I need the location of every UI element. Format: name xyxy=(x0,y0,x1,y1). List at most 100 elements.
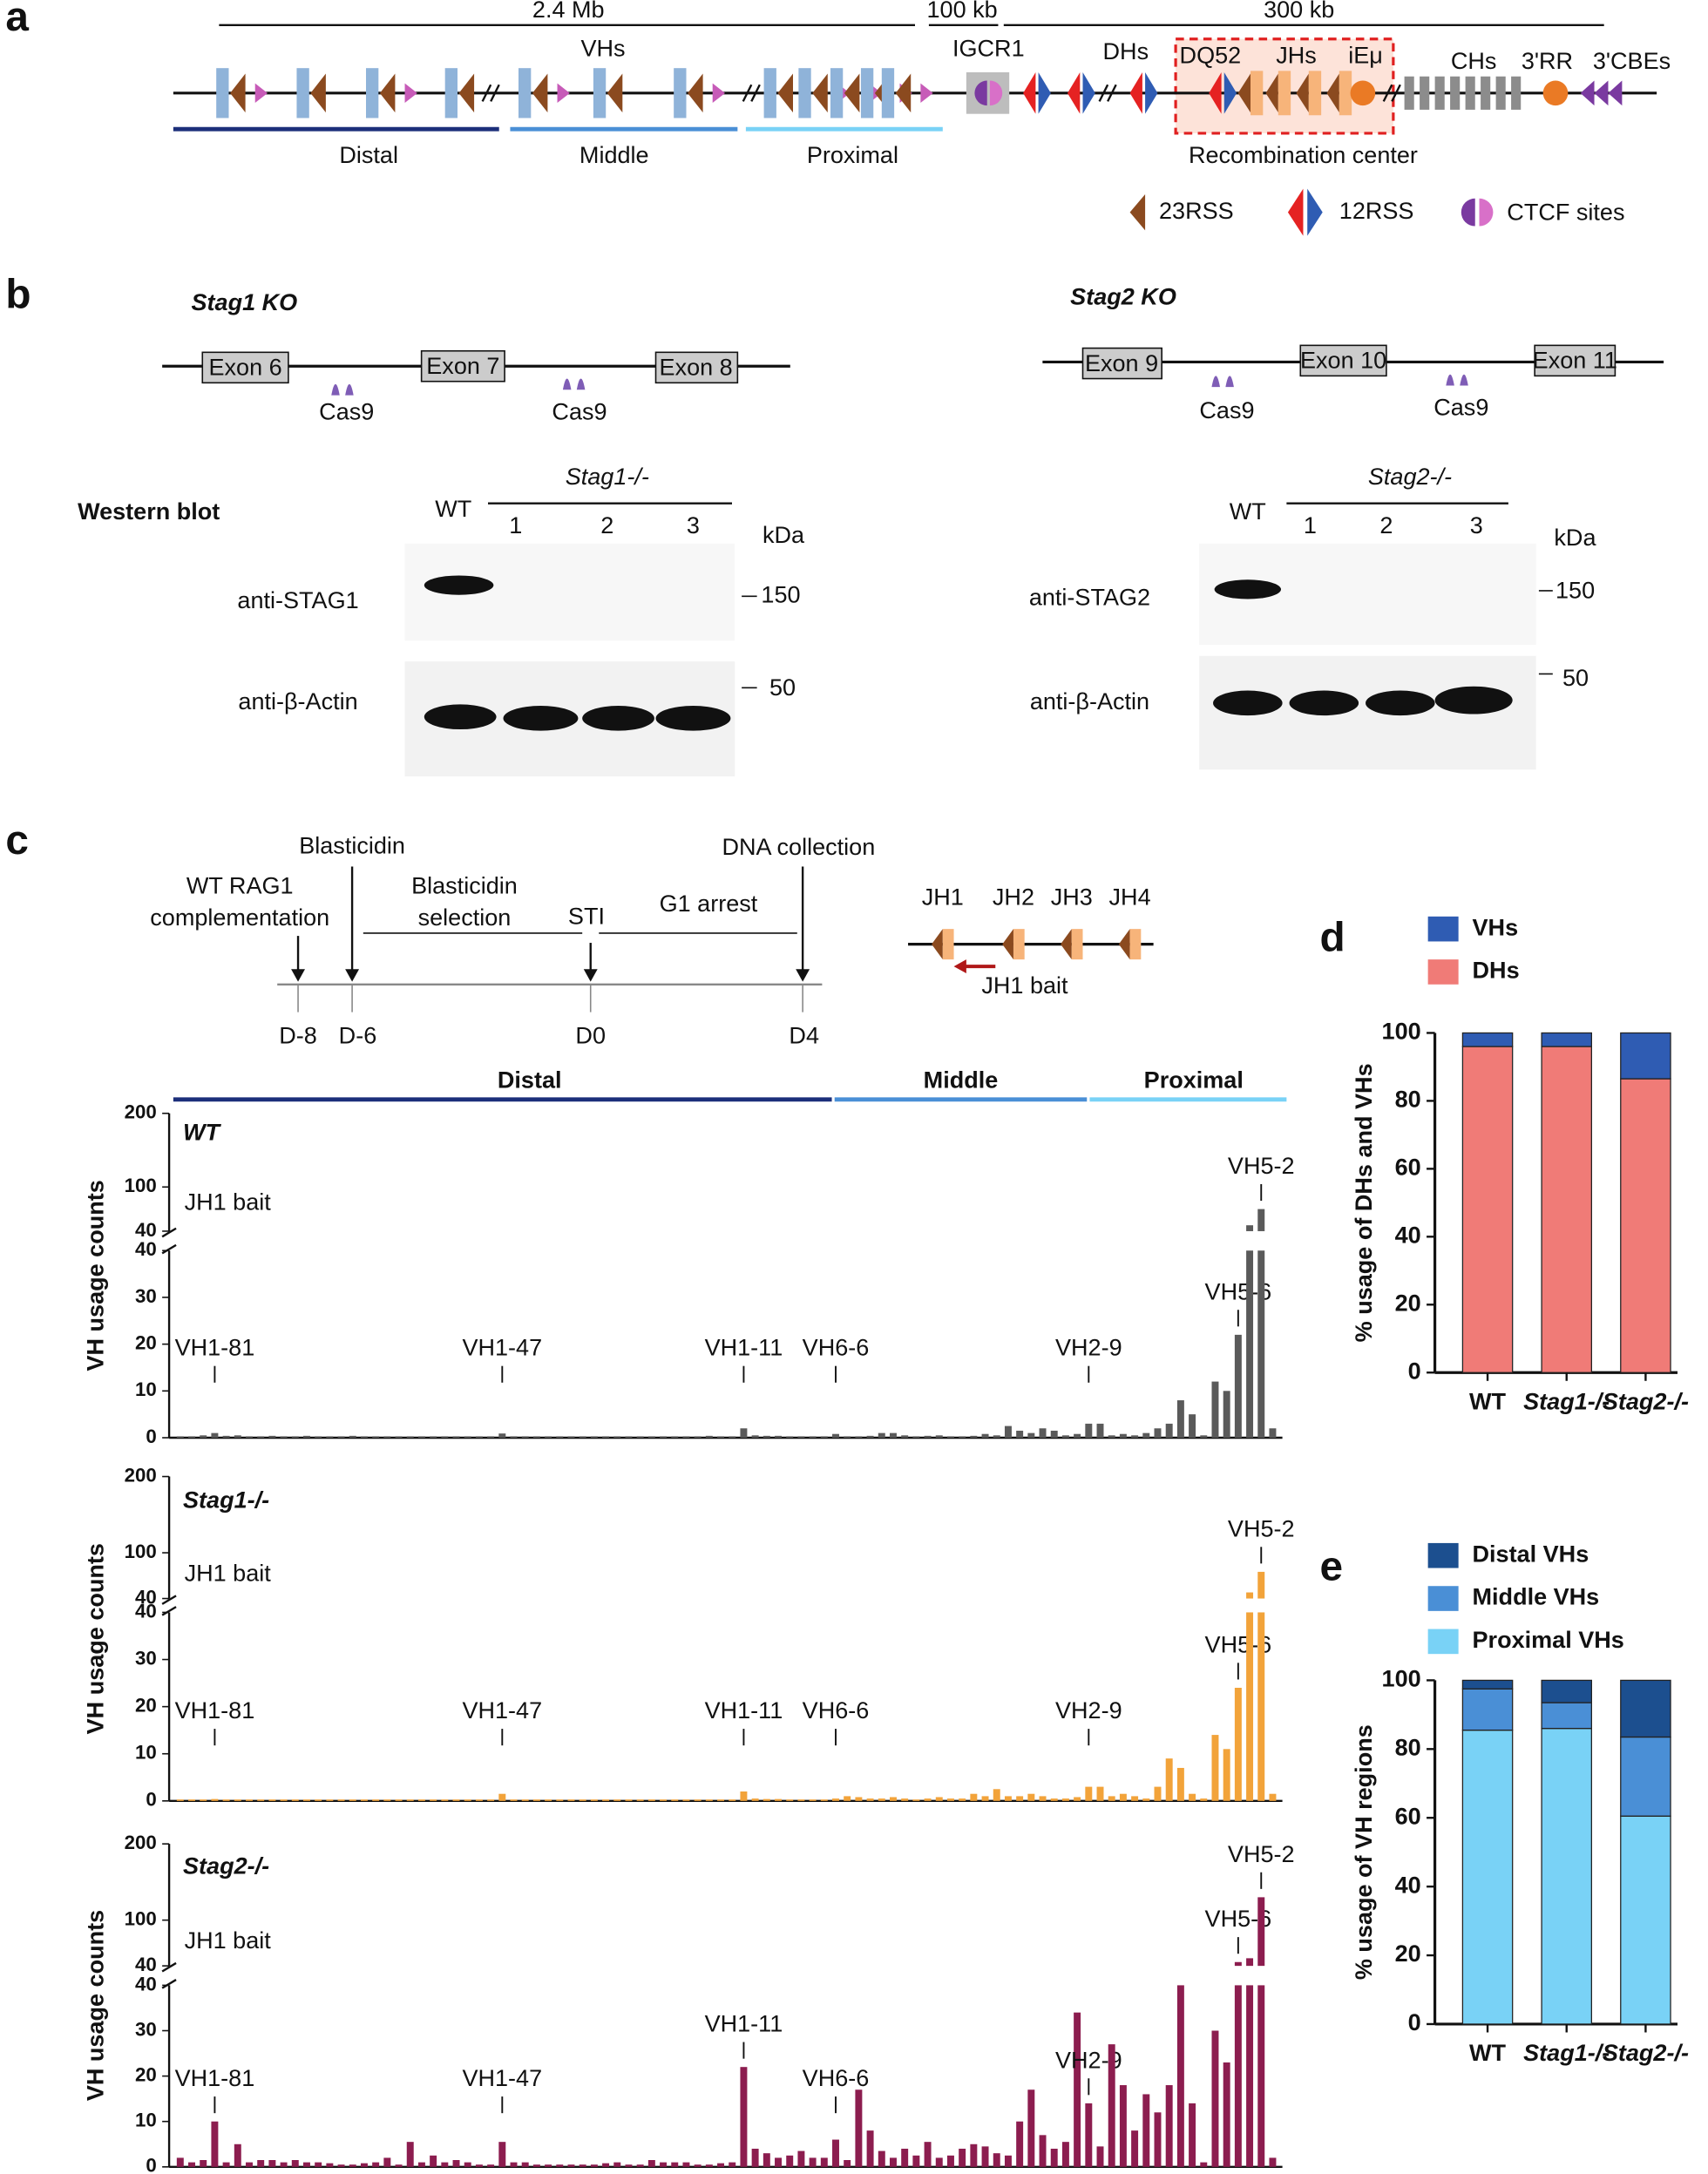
v-segment xyxy=(881,68,895,119)
bar xyxy=(797,1436,805,1438)
c-gene xyxy=(1434,76,1445,110)
bar xyxy=(762,1435,770,1438)
bar xyxy=(786,2155,794,2167)
bar xyxy=(521,1799,529,1801)
legend-label: 12RSS xyxy=(1339,198,1414,224)
category-label: VH6-6 xyxy=(803,1697,870,1724)
legend-label: CTCF sites xyxy=(1507,199,1624,225)
y-tick-label: 0 xyxy=(146,1789,156,1811)
rss12 xyxy=(1023,71,1036,114)
x-tick-label: Stag2-/- xyxy=(1603,2040,1689,2066)
bar xyxy=(406,1436,414,1438)
exon-label: Exon 9 xyxy=(1085,350,1158,376)
antibody-label: anti-β-Actin xyxy=(238,688,357,715)
bar xyxy=(1131,1796,1139,1801)
ctcf xyxy=(1580,80,1595,106)
bar xyxy=(912,2155,920,2167)
y-tick-label: 100 xyxy=(125,1908,157,1930)
bar xyxy=(498,2142,506,2167)
bar xyxy=(901,1435,909,1438)
bar xyxy=(1257,1250,1265,1438)
marker-label: 150 xyxy=(1556,578,1595,604)
chart-title: Stag2-/- xyxy=(183,1852,269,1879)
bar xyxy=(959,1798,966,1801)
bar xyxy=(464,1799,471,1801)
bar xyxy=(1131,2130,1139,2167)
event-label: WT RAG1 xyxy=(186,873,294,899)
ctcf xyxy=(1608,80,1623,106)
bar xyxy=(1004,1796,1012,1801)
category-label: VH1-47 xyxy=(462,1335,542,1361)
bar xyxy=(567,1799,575,1801)
exon-label: Exon 11 xyxy=(1533,348,1617,374)
bar xyxy=(1085,2103,1093,2167)
bar xyxy=(1119,2085,1127,2167)
gene-label: 3'CBEs xyxy=(1593,48,1671,74)
bar xyxy=(1061,1435,1069,1438)
bar xyxy=(1223,1391,1230,1438)
bar xyxy=(1050,1430,1058,1438)
bar-segment xyxy=(1541,1032,1592,1047)
legend-swatch xyxy=(1427,1629,1459,1655)
bar xyxy=(383,2157,391,2167)
bar xyxy=(475,1799,483,1801)
bar xyxy=(326,1799,334,1801)
scale-label: 100 kb xyxy=(927,0,998,23)
chart-title: WT xyxy=(183,1120,222,1146)
bar xyxy=(762,1798,770,1801)
rss12 xyxy=(1068,71,1081,114)
bar xyxy=(970,2144,978,2167)
bar xyxy=(890,1432,897,1438)
bar xyxy=(820,1799,828,1801)
bar-segment xyxy=(1541,1702,1592,1730)
bar xyxy=(257,2160,265,2167)
bar xyxy=(510,1436,518,1438)
bar xyxy=(383,1799,391,1801)
jh-segment xyxy=(1278,71,1291,116)
bar xyxy=(579,1436,586,1438)
y-tick-label: 60 xyxy=(1395,1155,1421,1181)
gene-label: JHs xyxy=(1276,43,1317,69)
event-label: selection xyxy=(418,904,512,931)
region-label: Distal xyxy=(339,142,398,168)
region-label: Recombination center xyxy=(1189,142,1418,168)
rss12 xyxy=(1038,71,1051,114)
bar xyxy=(406,2142,414,2167)
genotype-label: Stag1-/- xyxy=(566,464,649,490)
bar xyxy=(188,1799,195,1801)
bar xyxy=(510,1799,518,1801)
y-tick-label: 20 xyxy=(135,1332,157,1354)
bar xyxy=(775,1798,782,1801)
bar xyxy=(1142,1432,1150,1438)
bar xyxy=(268,2160,276,2167)
v-segment xyxy=(674,68,687,119)
bar xyxy=(1142,2094,1150,2167)
rss23 xyxy=(895,73,912,113)
y-tick-label: 20 xyxy=(135,2064,157,2086)
exon-label: Exon 7 xyxy=(426,353,499,379)
bar xyxy=(912,1436,920,1438)
bar xyxy=(844,2160,851,2167)
bar xyxy=(1200,1435,1208,1438)
bar xyxy=(613,1799,621,1801)
legend-swatch xyxy=(1427,1586,1459,1611)
cas9-label: Cas9 xyxy=(1199,397,1254,423)
c-gene xyxy=(1420,76,1430,110)
bar xyxy=(901,2148,909,2167)
marker-label: 50 xyxy=(1562,665,1589,691)
bar xyxy=(1061,1798,1069,1801)
bar xyxy=(1269,1793,1277,1801)
cas9-mark xyxy=(345,383,354,396)
ctcf xyxy=(920,83,933,103)
bar xyxy=(1119,1433,1127,1438)
bar xyxy=(855,1797,863,1801)
bar xyxy=(1246,1225,1254,1231)
panel-letter: a xyxy=(5,0,29,40)
panel-letter: b xyxy=(5,271,30,317)
bar xyxy=(912,1799,920,1801)
cas9-mark xyxy=(1225,376,1234,388)
bar xyxy=(430,1436,437,1438)
bar xyxy=(441,1436,449,1438)
bar xyxy=(1269,1428,1277,1438)
bar xyxy=(935,1435,943,1438)
